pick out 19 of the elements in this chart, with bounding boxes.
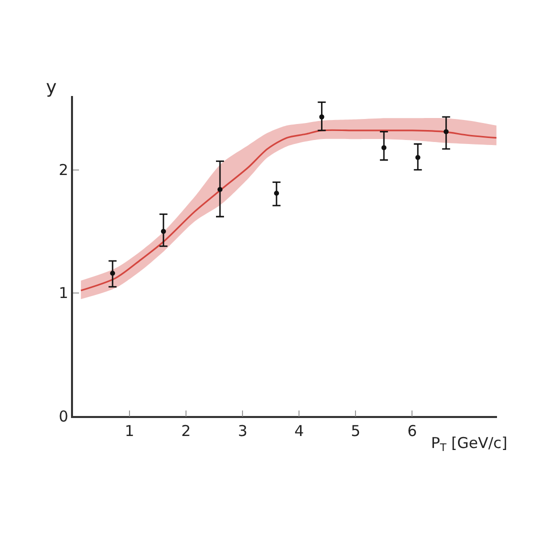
x-tick-label: 1 (124, 422, 134, 440)
point (217, 187, 222, 192)
point (110, 270, 116, 276)
point (160, 228, 166, 234)
point (381, 145, 386, 150)
point (415, 155, 420, 160)
x-axis-title: P$_{T}$ [GeV/c] (431, 434, 508, 454)
x-tick-label: 6 (407, 422, 417, 440)
point (444, 129, 449, 134)
y-tick-label: 2 (58, 161, 68, 180)
point (274, 190, 280, 196)
y-tick-label: 0 (58, 407, 68, 426)
x-tick-label: 2 (181, 422, 191, 440)
x-tick-label: 3 (238, 422, 248, 440)
y-tick-label: 1 (58, 284, 68, 302)
x-tick-label: 4 (294, 422, 304, 440)
y-axis-title: y (46, 77, 57, 98)
x-tick-label: 5 (350, 422, 360, 440)
point (319, 114, 324, 120)
